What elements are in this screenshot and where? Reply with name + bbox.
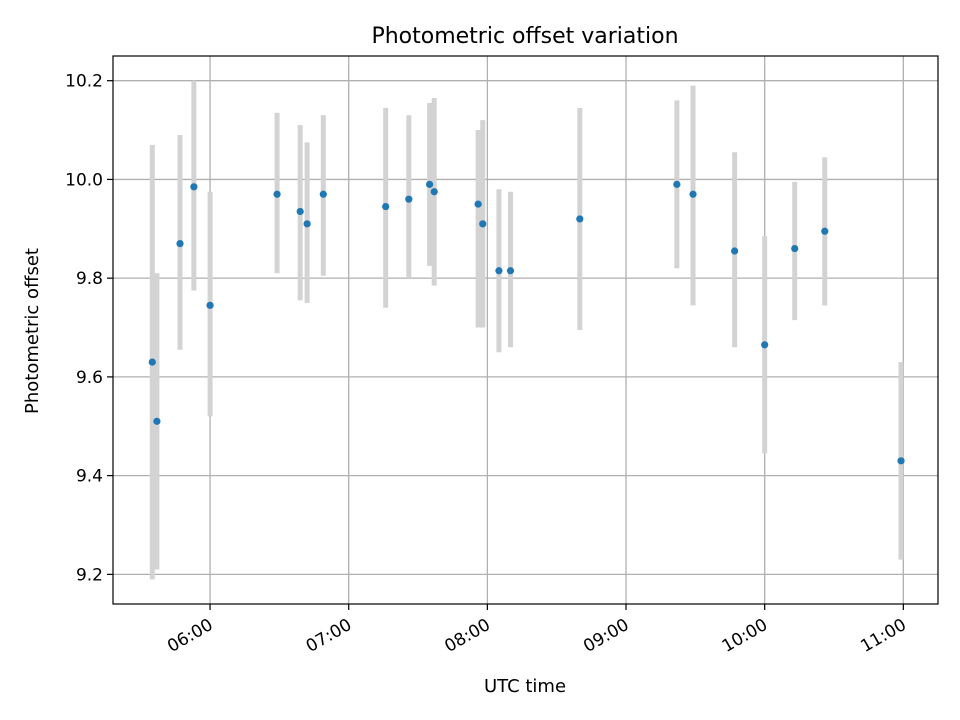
data-point (897, 457, 905, 465)
data-points (148, 180, 905, 465)
x-tick-label: 10:00 (719, 615, 771, 657)
data-point (821, 227, 829, 235)
data-point (673, 180, 681, 188)
y-tick-label: 9.4 (76, 467, 103, 487)
chart-title: Photometric offset variation (371, 24, 678, 49)
data-point (148, 358, 156, 366)
y-tick-label: 9.8 (76, 269, 103, 289)
plot-area-frame (112, 55, 939, 605)
data-point (576, 215, 584, 223)
data-point (319, 190, 327, 198)
data-point (430, 188, 438, 196)
x-tick-label: 08:00 (441, 615, 493, 657)
x-tick-label: 06:00 (164, 615, 216, 657)
x-tick-label: 11:00 (857, 615, 909, 657)
data-point (176, 240, 184, 248)
data-point (479, 220, 487, 228)
data-point (206, 301, 214, 309)
data-point (689, 190, 697, 198)
y-tick-label: 9.6 (76, 368, 103, 388)
data-point (506, 267, 515, 275)
data-point (474, 200, 482, 208)
data-point (495, 267, 503, 275)
y-axis-label: Photometric offset (22, 248, 43, 414)
data-point (405, 195, 413, 203)
data-point (731, 247, 739, 255)
x-axis-ticks: 06:00 07:00 08:00 09:00 10:00 11:00 (164, 604, 910, 657)
data-point (273, 190, 281, 198)
x-axis-label: UTC time (484, 676, 566, 697)
data-point (153, 417, 161, 425)
data-point (791, 244, 799, 253)
data-point (382, 202, 390, 211)
grid-lines (113, 56, 938, 604)
data-point (425, 180, 434, 188)
y-tick-label: 9.2 (76, 565, 103, 585)
data-point (761, 341, 769, 349)
x-tick-label: 09:00 (580, 615, 632, 657)
y-axis-ticks: 9.2 9.4 9.6 9.8 10.0 10.2 (65, 72, 113, 585)
data-point (296, 207, 304, 216)
y-tick-label: 10.0 (65, 170, 103, 190)
y-tick-label: 10.2 (65, 72, 103, 92)
data-point (303, 220, 311, 228)
error-bars (149, 80, 904, 580)
data-point (190, 183, 198, 191)
x-tick-label: 07:00 (303, 615, 355, 657)
